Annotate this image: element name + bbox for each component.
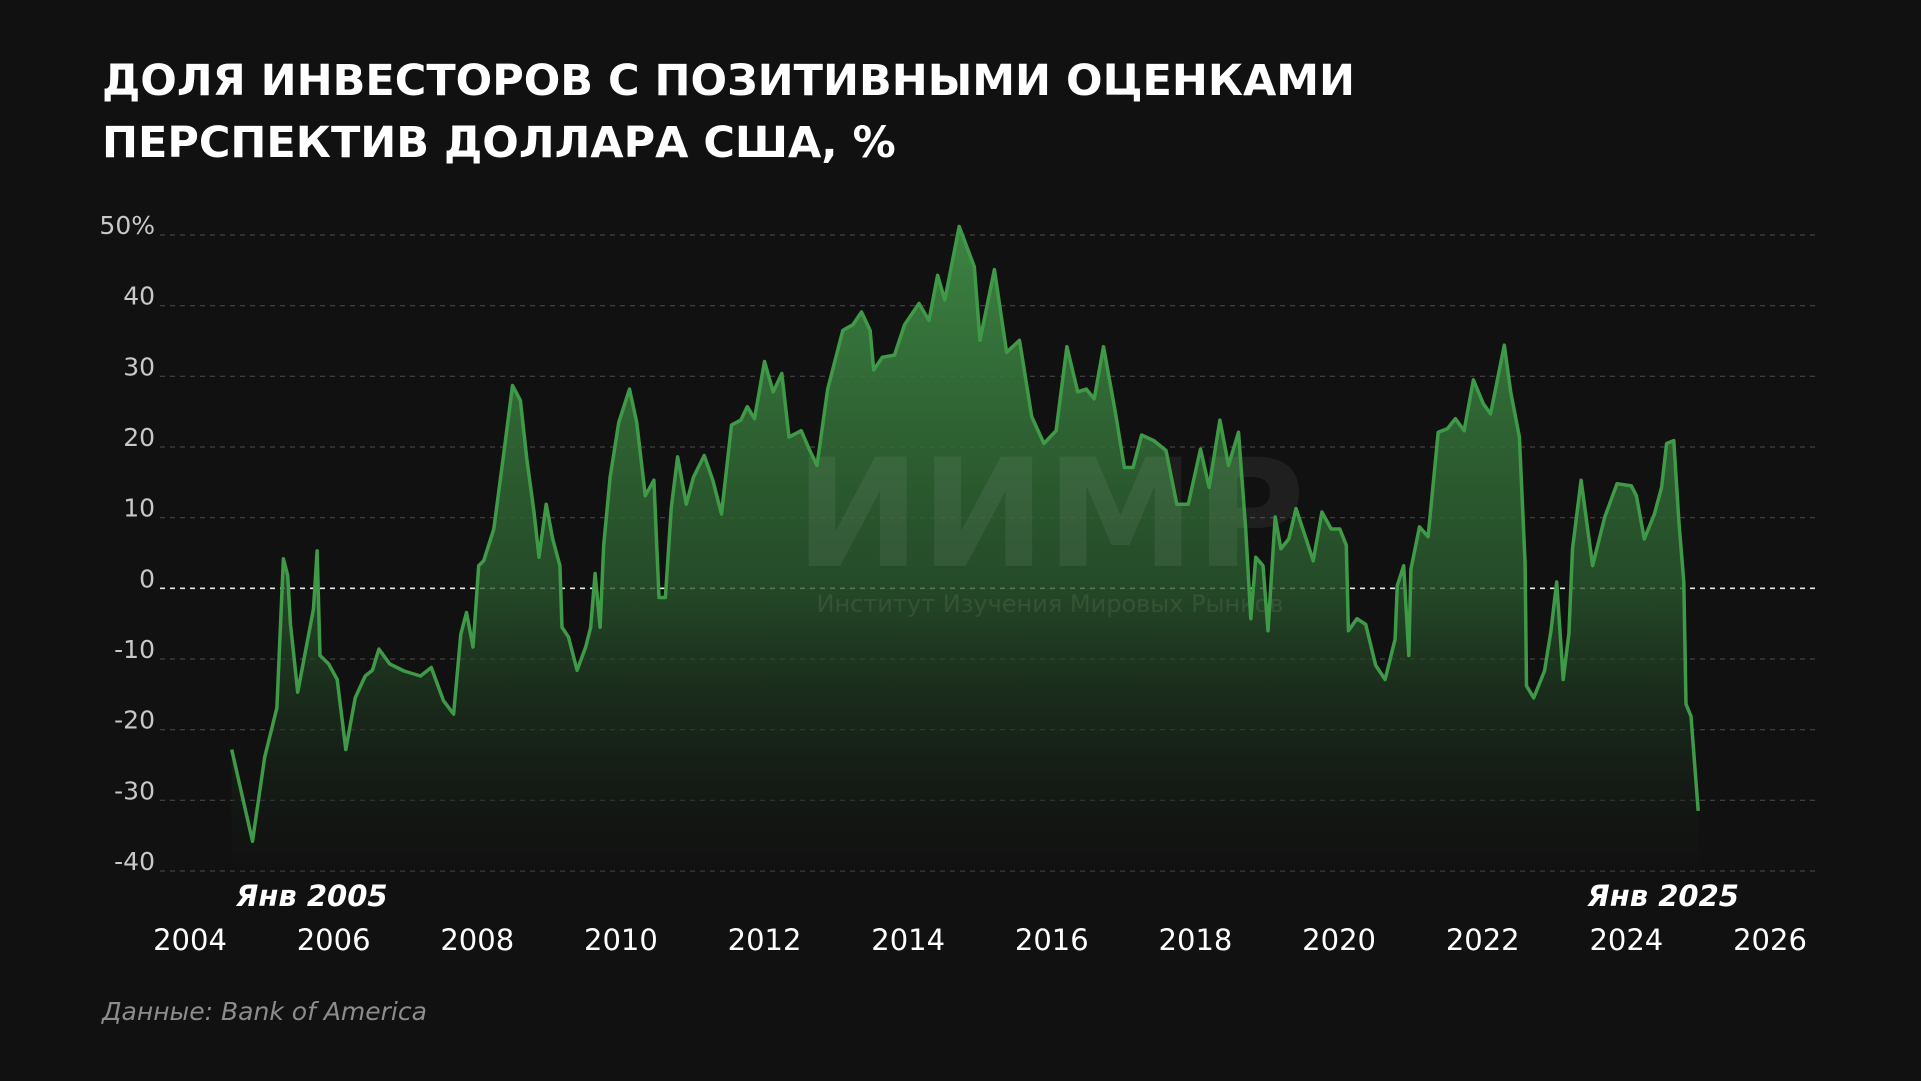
y-tick-label: 50%: [99, 211, 155, 240]
annotation: Янв 2005: [235, 879, 388, 913]
y-tick-label: -10: [114, 635, 155, 664]
y-tick-label: 0: [139, 564, 155, 593]
x-tick-label: 2008: [440, 923, 514, 957]
x-tick-label: 2004: [153, 923, 227, 957]
x-tick-label: 2006: [297, 923, 371, 957]
y-tick-label: -40: [114, 847, 155, 876]
x-tick-label: 2020: [1302, 923, 1376, 957]
x-tick-label: 2024: [1589, 923, 1663, 957]
y-tick-label: 30: [123, 352, 155, 381]
chart-title: ДОЛЯ ИНВЕСТОРОВ С ПОЗИТИВНЫМИ ОЦЕНКАМИ: [102, 56, 1355, 106]
x-tick-label: 2022: [1446, 923, 1520, 957]
y-tick-label: -20: [114, 706, 155, 735]
x-tick-label: 2014: [871, 923, 945, 957]
annotation: Янв 2025: [1586, 879, 1739, 913]
x-tick-label: 2016: [1015, 923, 1089, 957]
y-tick-label: 20: [123, 423, 155, 452]
y-tick-label: 10: [123, 494, 155, 523]
y-tick-label: 40: [123, 282, 155, 311]
y-tick-label: -30: [114, 776, 155, 805]
chart-title: ПЕРСПЕКТИВ ДОЛЛАРА США, %: [102, 118, 896, 168]
x-tick-label: 2012: [728, 923, 802, 957]
x-tick-label: 2018: [1159, 923, 1233, 957]
watermark-subtitle: Институт Изучения Мировых Рынков: [816, 590, 1283, 618]
source: Данные: Bank of America: [101, 997, 427, 1026]
line: [229, 224, 1700, 844]
x-tick-label: 2026: [1733, 923, 1807, 957]
watermark: ИИМР: [795, 428, 1305, 602]
x-tick-label: 2010: [584, 923, 658, 957]
area: [231, 226, 1699, 871]
